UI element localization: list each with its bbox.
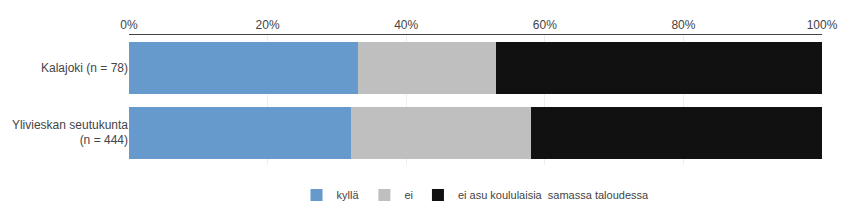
- svg-text:Kalajoki (n = 78): Kalajoki (n = 78): [41, 61, 128, 75]
- svg-text:40%: 40%: [394, 18, 418, 32]
- svg-text:20%: 20%: [256, 18, 280, 32]
- svg-text:ei asu koululaisia samassa ta: ei asu koululaisia samassa taloudessa: [458, 189, 649, 201]
- svg-text:ei: ei: [404, 189, 413, 201]
- svg-text:0%: 0%: [120, 18, 138, 32]
- svg-text:kyllä: kyllä: [337, 189, 360, 201]
- svg-text:80%: 80%: [671, 18, 695, 32]
- svg-text:Ylivieskan seutukunta(n = 444): Ylivieskan seutukunta(n = 444): [12, 118, 128, 148]
- svg-text:100%: 100%: [807, 18, 838, 32]
- svg-text:60%: 60%: [533, 18, 557, 32]
